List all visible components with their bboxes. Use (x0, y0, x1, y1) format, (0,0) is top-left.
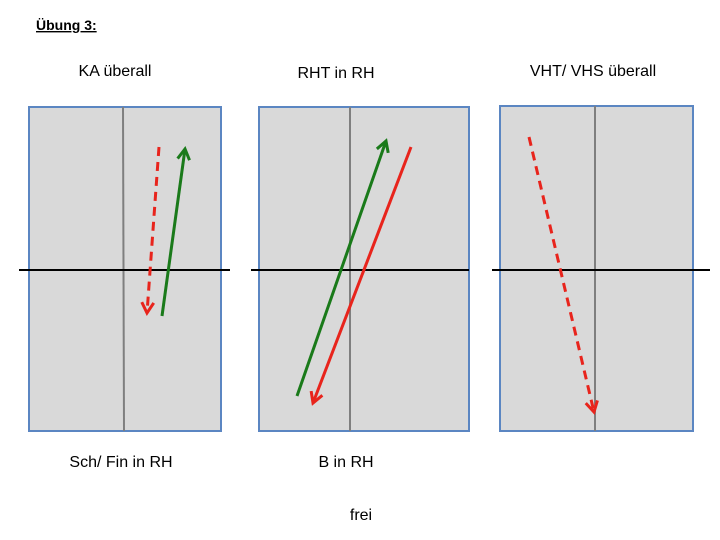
arrow (527, 136, 599, 415)
top-label: VHT/ VHS überall (530, 63, 656, 80)
panel: VHT/ VHS überall (492, 63, 710, 432)
arrow (295, 138, 390, 397)
top-label: KA überall (79, 63, 152, 80)
arrow (140, 146, 161, 317)
bottom-label: B in RH (318, 454, 373, 471)
footer-label: frei (350, 507, 372, 524)
top-label: RHT in RH (297, 65, 374, 82)
arrow (160, 146, 191, 317)
panel: RHT in RH B in RH (251, 65, 470, 471)
panel: KA überall Sch/ Fin in RH (19, 63, 230, 471)
title: Übung 3: (36, 17, 97, 33)
court (499, 105, 694, 432)
arrow (309, 146, 413, 406)
bottom-label: Sch/ Fin in RH (69, 454, 172, 471)
